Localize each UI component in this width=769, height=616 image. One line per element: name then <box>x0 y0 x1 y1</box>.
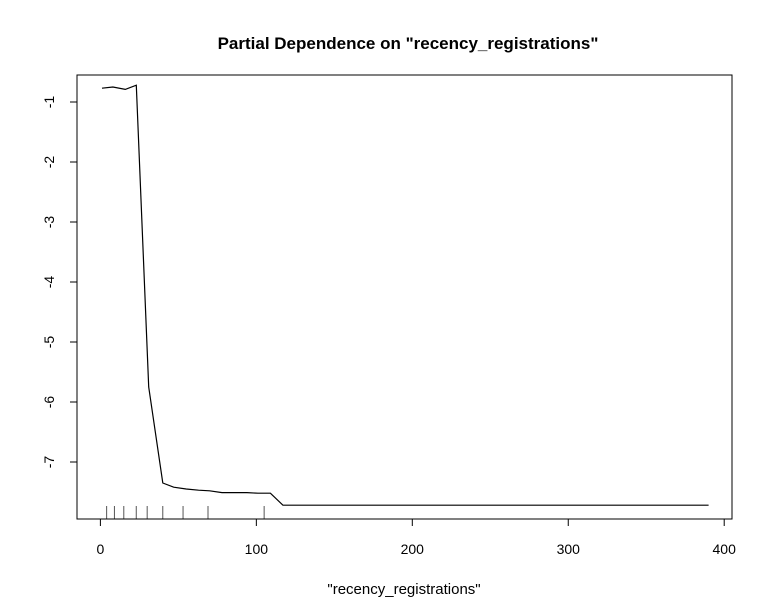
y-tick-label-4: -5 <box>41 336 57 349</box>
x-tick-label-3: 300 <box>557 541 581 557</box>
plot-frame <box>76 74 733 520</box>
y-tick-label-0: -1 <box>41 96 57 109</box>
rug-layer <box>106 506 265 519</box>
y-tick-label-3: -4 <box>41 276 57 289</box>
chart-title: Partial Dependence on "recency_registrat… <box>218 34 599 53</box>
x-axis: 0 100 200 300 400 <box>96 518 737 557</box>
x-axis-label: "recency_registrations" <box>327 581 480 598</box>
x-tick-label-0: 0 <box>96 541 104 557</box>
x-tick-label-2: 200 <box>401 541 425 557</box>
y-tick-label-6: -7 <box>41 456 57 469</box>
y-axis: -1 -2 -3 -4 -5 -6 -7 <box>41 96 78 469</box>
series-layer <box>101 84 709 506</box>
series-line-0 <box>101 84 709 506</box>
x-tick-label-4: 400 <box>713 541 737 557</box>
y-tick-label-5: -6 <box>41 396 57 409</box>
x-tick-label-1: 100 <box>245 541 269 557</box>
y-tick-label-2: -3 <box>41 216 57 229</box>
y-tick-label-1: -2 <box>41 156 57 169</box>
